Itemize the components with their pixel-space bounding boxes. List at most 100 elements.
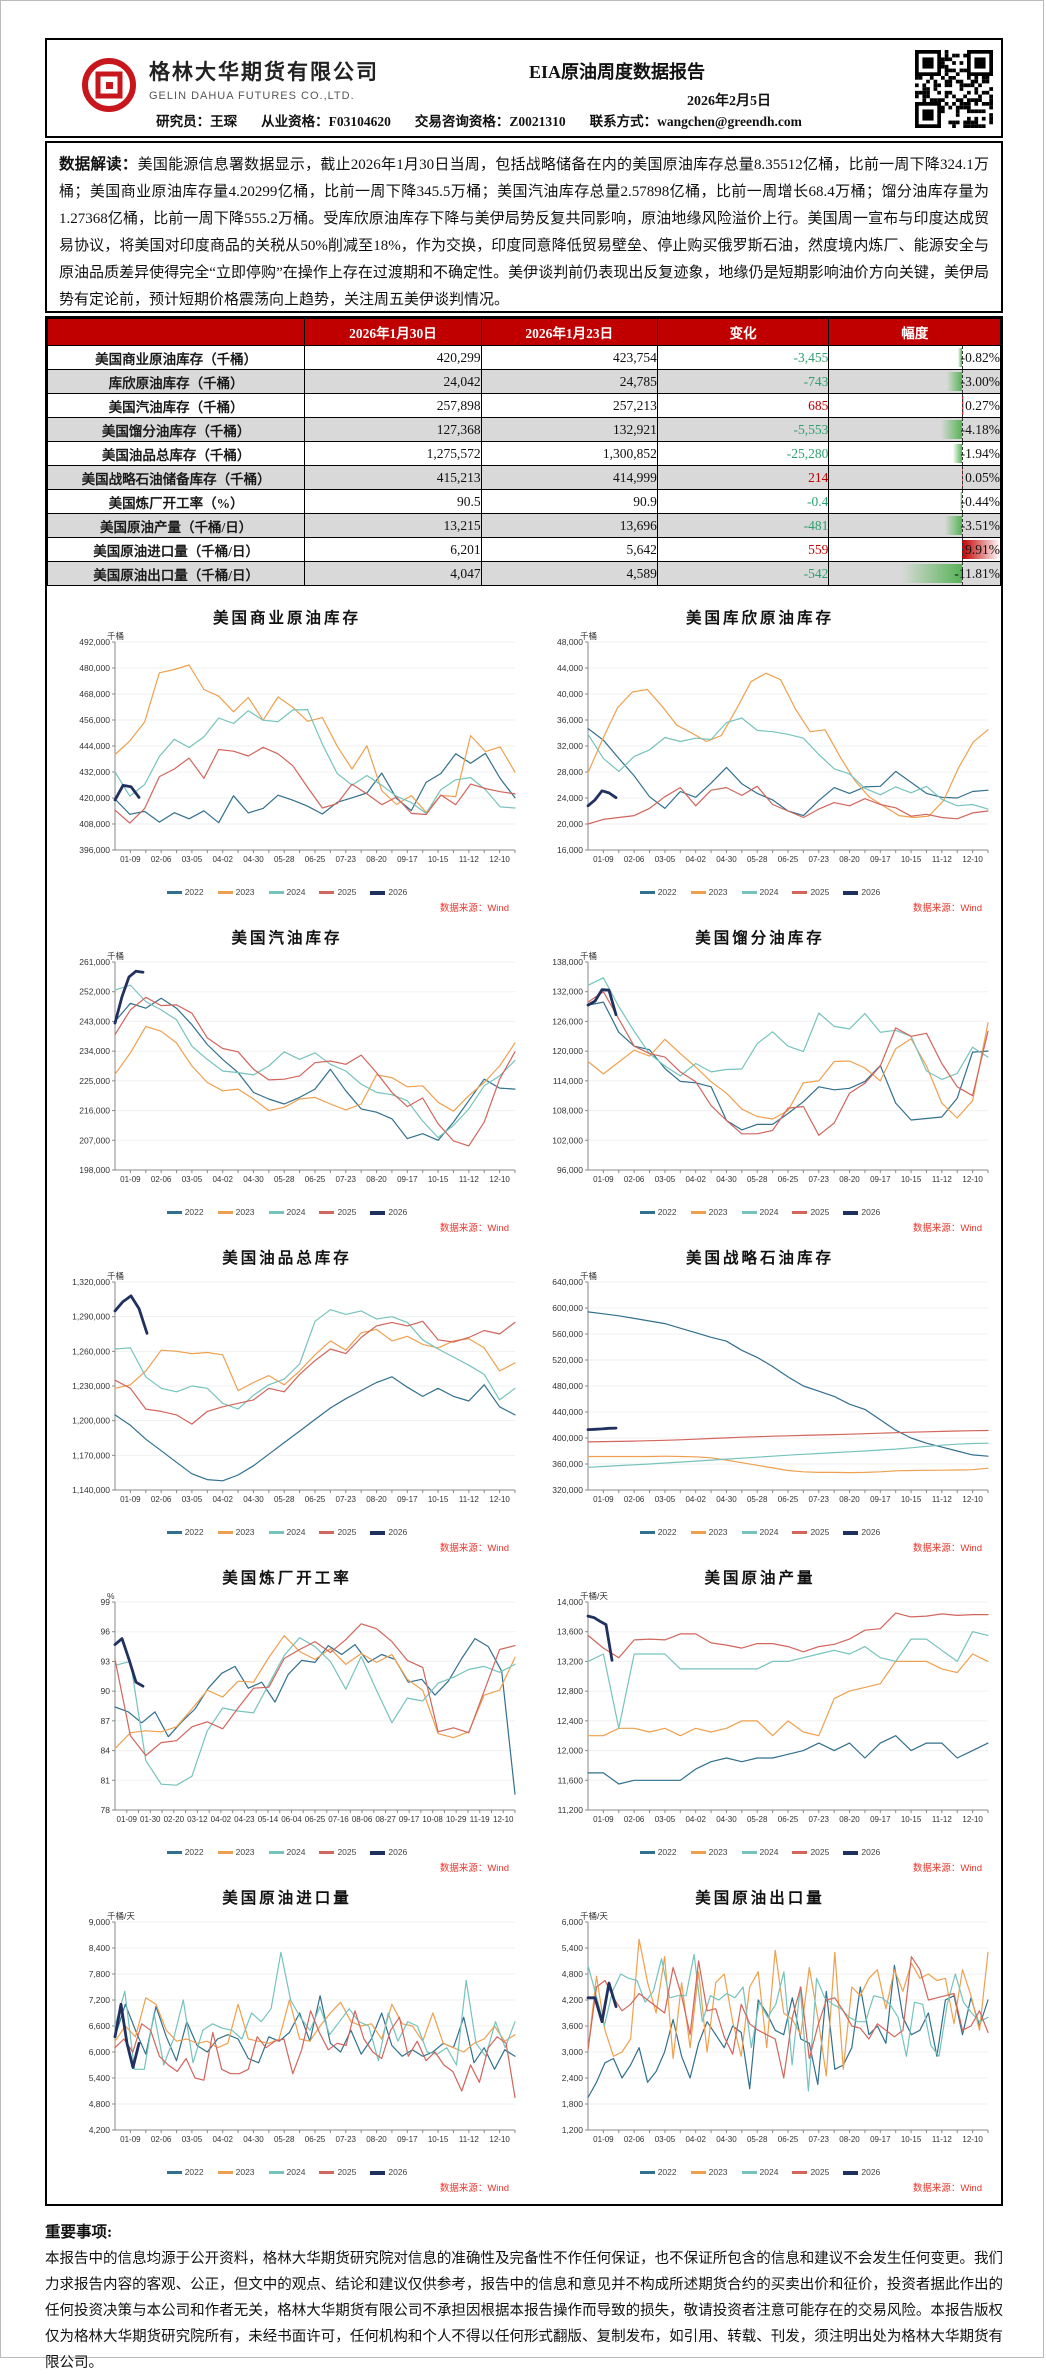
legend-item-2024: 2024	[269, 1207, 306, 1217]
legend-item-2025: 2025	[319, 2167, 356, 2177]
svg-text:09-17: 09-17	[870, 1815, 891, 1824]
chart-plot: 千桶/天4,2004,8005,4006,0006,6007,2007,8008…	[51, 1910, 523, 2162]
svg-text:96,000: 96,000	[557, 1165, 583, 1175]
svg-text:06-25: 06-25	[305, 1815, 326, 1824]
svg-text:09-17: 09-17	[870, 1175, 891, 1184]
legend-swatch	[691, 1211, 706, 1214]
svg-text:12,000: 12,000	[557, 1746, 583, 1756]
legend-item-2025: 2025	[319, 1847, 356, 1857]
svg-text:99: 99	[101, 1597, 111, 1607]
svg-text:40,000: 40,000	[557, 689, 583, 699]
value-previous: 414,999	[481, 466, 657, 490]
svg-text:02-06: 02-06	[151, 1495, 172, 1504]
svg-text:444,000: 444,000	[79, 741, 110, 751]
svg-text:400,000: 400,000	[552, 1433, 583, 1443]
svg-text:13,600: 13,600	[557, 1627, 583, 1637]
svg-text:12-10: 12-10	[962, 1175, 983, 1184]
value-previous: 24,785	[481, 370, 657, 394]
svg-text:261,000: 261,000	[79, 957, 110, 967]
svg-text:11-12: 11-12	[932, 1495, 952, 1504]
svg-text:28,000: 28,000	[557, 767, 583, 777]
legend-swatch	[691, 1531, 706, 1534]
pct-axis-line	[962, 466, 963, 489]
series-2022	[115, 753, 515, 822]
legend-swatch	[640, 1851, 655, 1854]
svg-text:48,000: 48,000	[557, 637, 583, 647]
series-2025	[115, 1624, 515, 1756]
svg-text:12,400: 12,400	[557, 1716, 583, 1726]
svg-text:02-06: 02-06	[151, 2135, 172, 2144]
svg-text:07-23: 07-23	[809, 1815, 830, 1824]
svg-text:3,000: 3,000	[562, 2047, 584, 2057]
svg-text:02-06: 02-06	[624, 2135, 645, 2144]
svg-text:11-12: 11-12	[459, 1175, 479, 1184]
legend-item-2023: 2023	[218, 1527, 255, 1537]
svg-text:02-06: 02-06	[624, 1175, 645, 1184]
svg-text:420,000: 420,000	[79, 793, 110, 803]
pct-text: 0.27%	[965, 398, 1000, 413]
svg-text:06-25: 06-25	[778, 1815, 799, 1824]
legend-swatch	[742, 891, 757, 894]
chart-title: 美国商业原油库存	[51, 600, 523, 630]
svg-text:03-05: 03-05	[655, 855, 676, 864]
svg-text:114,000: 114,000	[553, 1076, 583, 1086]
value-change: -743	[657, 370, 829, 394]
svg-text:03-05: 03-05	[655, 1495, 676, 1504]
value-change: 685	[657, 394, 829, 418]
legend-swatch	[218, 1531, 233, 1534]
svg-text:03-05: 03-05	[655, 2135, 676, 2144]
svg-text:06-25: 06-25	[778, 2135, 799, 2144]
series-2025	[115, 1321, 515, 1424]
pct-text: 0.05%	[965, 470, 1000, 485]
interpretation-box: 数据解读：美国能源信息署数据显示，截止2026年1月30日当周，包括战略储备在内…	[45, 141, 1003, 313]
legend-item-2026: 2026	[370, 887, 407, 897]
svg-text:01-09: 01-09	[593, 2135, 614, 2144]
value-current: 127,368	[305, 418, 481, 442]
value-previous: 13,696	[481, 514, 657, 538]
legend-swatch	[218, 1851, 233, 1854]
svg-text:04-02: 04-02	[685, 1175, 706, 1184]
company-name-en: GELIN DAHUA FUTURES CO.,LTD.	[149, 90, 379, 102]
value-change: -481	[657, 514, 829, 538]
svg-text:492,000: 492,000	[79, 637, 110, 647]
svg-text:7,800: 7,800	[89, 1969, 111, 1979]
svg-text:84: 84	[101, 1746, 111, 1756]
svg-text:600,000: 600,000	[552, 1303, 583, 1313]
pct-text: -1.94%	[961, 446, 1000, 461]
series-2023	[115, 1026, 515, 1111]
svg-text:02-20: 02-20	[164, 1815, 185, 1824]
legend-item-2026: 2026	[843, 887, 880, 897]
svg-text:10-15: 10-15	[428, 1495, 449, 1504]
svg-text:05-14: 05-14	[258, 1815, 279, 1824]
legend-swatch	[370, 891, 385, 895]
svg-text:93: 93	[101, 1656, 111, 1666]
legend-swatch	[167, 1211, 182, 1214]
legend-item-2024: 2024	[742, 2167, 779, 2177]
svg-text:06-04: 06-04	[281, 1815, 302, 1824]
svg-text:07-23: 07-23	[336, 1175, 357, 1184]
svg-text:360,000: 360,000	[552, 1459, 583, 1469]
legend-swatch	[167, 1531, 182, 1534]
svg-text:02-06: 02-06	[624, 855, 645, 864]
credential-item-2: 交易咨询资格：Z0021310	[415, 114, 566, 129]
chart-title: 美国汽油库存	[51, 920, 523, 950]
series-2026	[115, 971, 143, 1023]
legend-item-2024: 2024	[742, 1527, 779, 1537]
svg-text:408,000: 408,000	[79, 819, 110, 829]
chart-title: 美国原油出口量	[524, 1880, 996, 1910]
pct-data-bar	[945, 516, 963, 535]
svg-text:千桶/天: 千桶/天	[580, 1591, 608, 1601]
legend-item-2023: 2023	[218, 887, 255, 897]
chart-title: 美国馏分油库存	[524, 920, 996, 950]
svg-text:08-06: 08-06	[352, 1815, 373, 1824]
